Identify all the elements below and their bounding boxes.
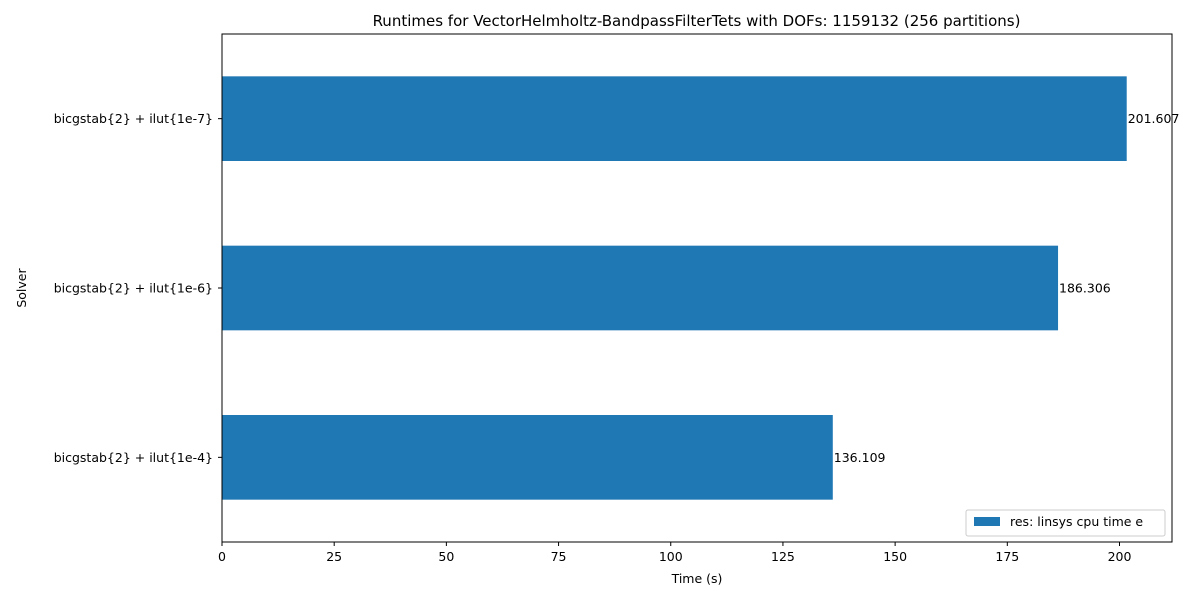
x-tick-label: 100 xyxy=(659,549,683,564)
legend-box xyxy=(965,509,1166,537)
y-tick-label: bicgstab{2} + ilut{1e-7} xyxy=(54,111,213,126)
x-tick-label: 125 xyxy=(771,549,795,564)
x-axis-label: Time (s) xyxy=(671,571,723,586)
bar xyxy=(222,76,1127,161)
bar-value-label: 136.109 xyxy=(834,450,886,465)
plot-frame xyxy=(221,33,1173,543)
y-axis-label: Solver xyxy=(14,268,29,308)
legend-swatch xyxy=(974,517,1000,526)
legend: res: linsys cpu time e xyxy=(965,509,1166,537)
x-tick-label: 50 xyxy=(438,549,454,564)
y-tick-label: bicgstab{2} + ilut{1e-6} xyxy=(54,281,213,296)
legend-label: res: linsys cpu time e xyxy=(1010,514,1143,529)
x-ticks-group: 0 25 50 75 100 125 150 175 200 xyxy=(218,542,1131,564)
bar-value-label: 186.306 xyxy=(1059,281,1111,296)
y-ticks-group: bicgstab{2} + ilut{1e-4} bicgstab{2} + il… xyxy=(54,111,222,465)
x-tick-label: 175 xyxy=(995,549,1019,564)
chart-title: Runtimes for VectorHelmholtz-BandpassFil… xyxy=(373,12,1021,30)
x-tick-label: 75 xyxy=(551,549,567,564)
bar xyxy=(222,415,833,500)
y-tick-label: bicgstab{2} + ilut{1e-4} xyxy=(54,450,213,465)
bar xyxy=(222,245,1059,331)
x-tick-label: 0 xyxy=(218,549,226,564)
x-tick-label: 200 xyxy=(1108,549,1132,564)
bar-value-label: 201.607 xyxy=(1128,111,1180,126)
data-labels-group: 136.109 186.306 201.607 xyxy=(834,111,1180,465)
bars-group xyxy=(222,76,1127,500)
x-tick-label: 25 xyxy=(326,549,342,564)
x-tick-label: 150 xyxy=(883,549,907,564)
